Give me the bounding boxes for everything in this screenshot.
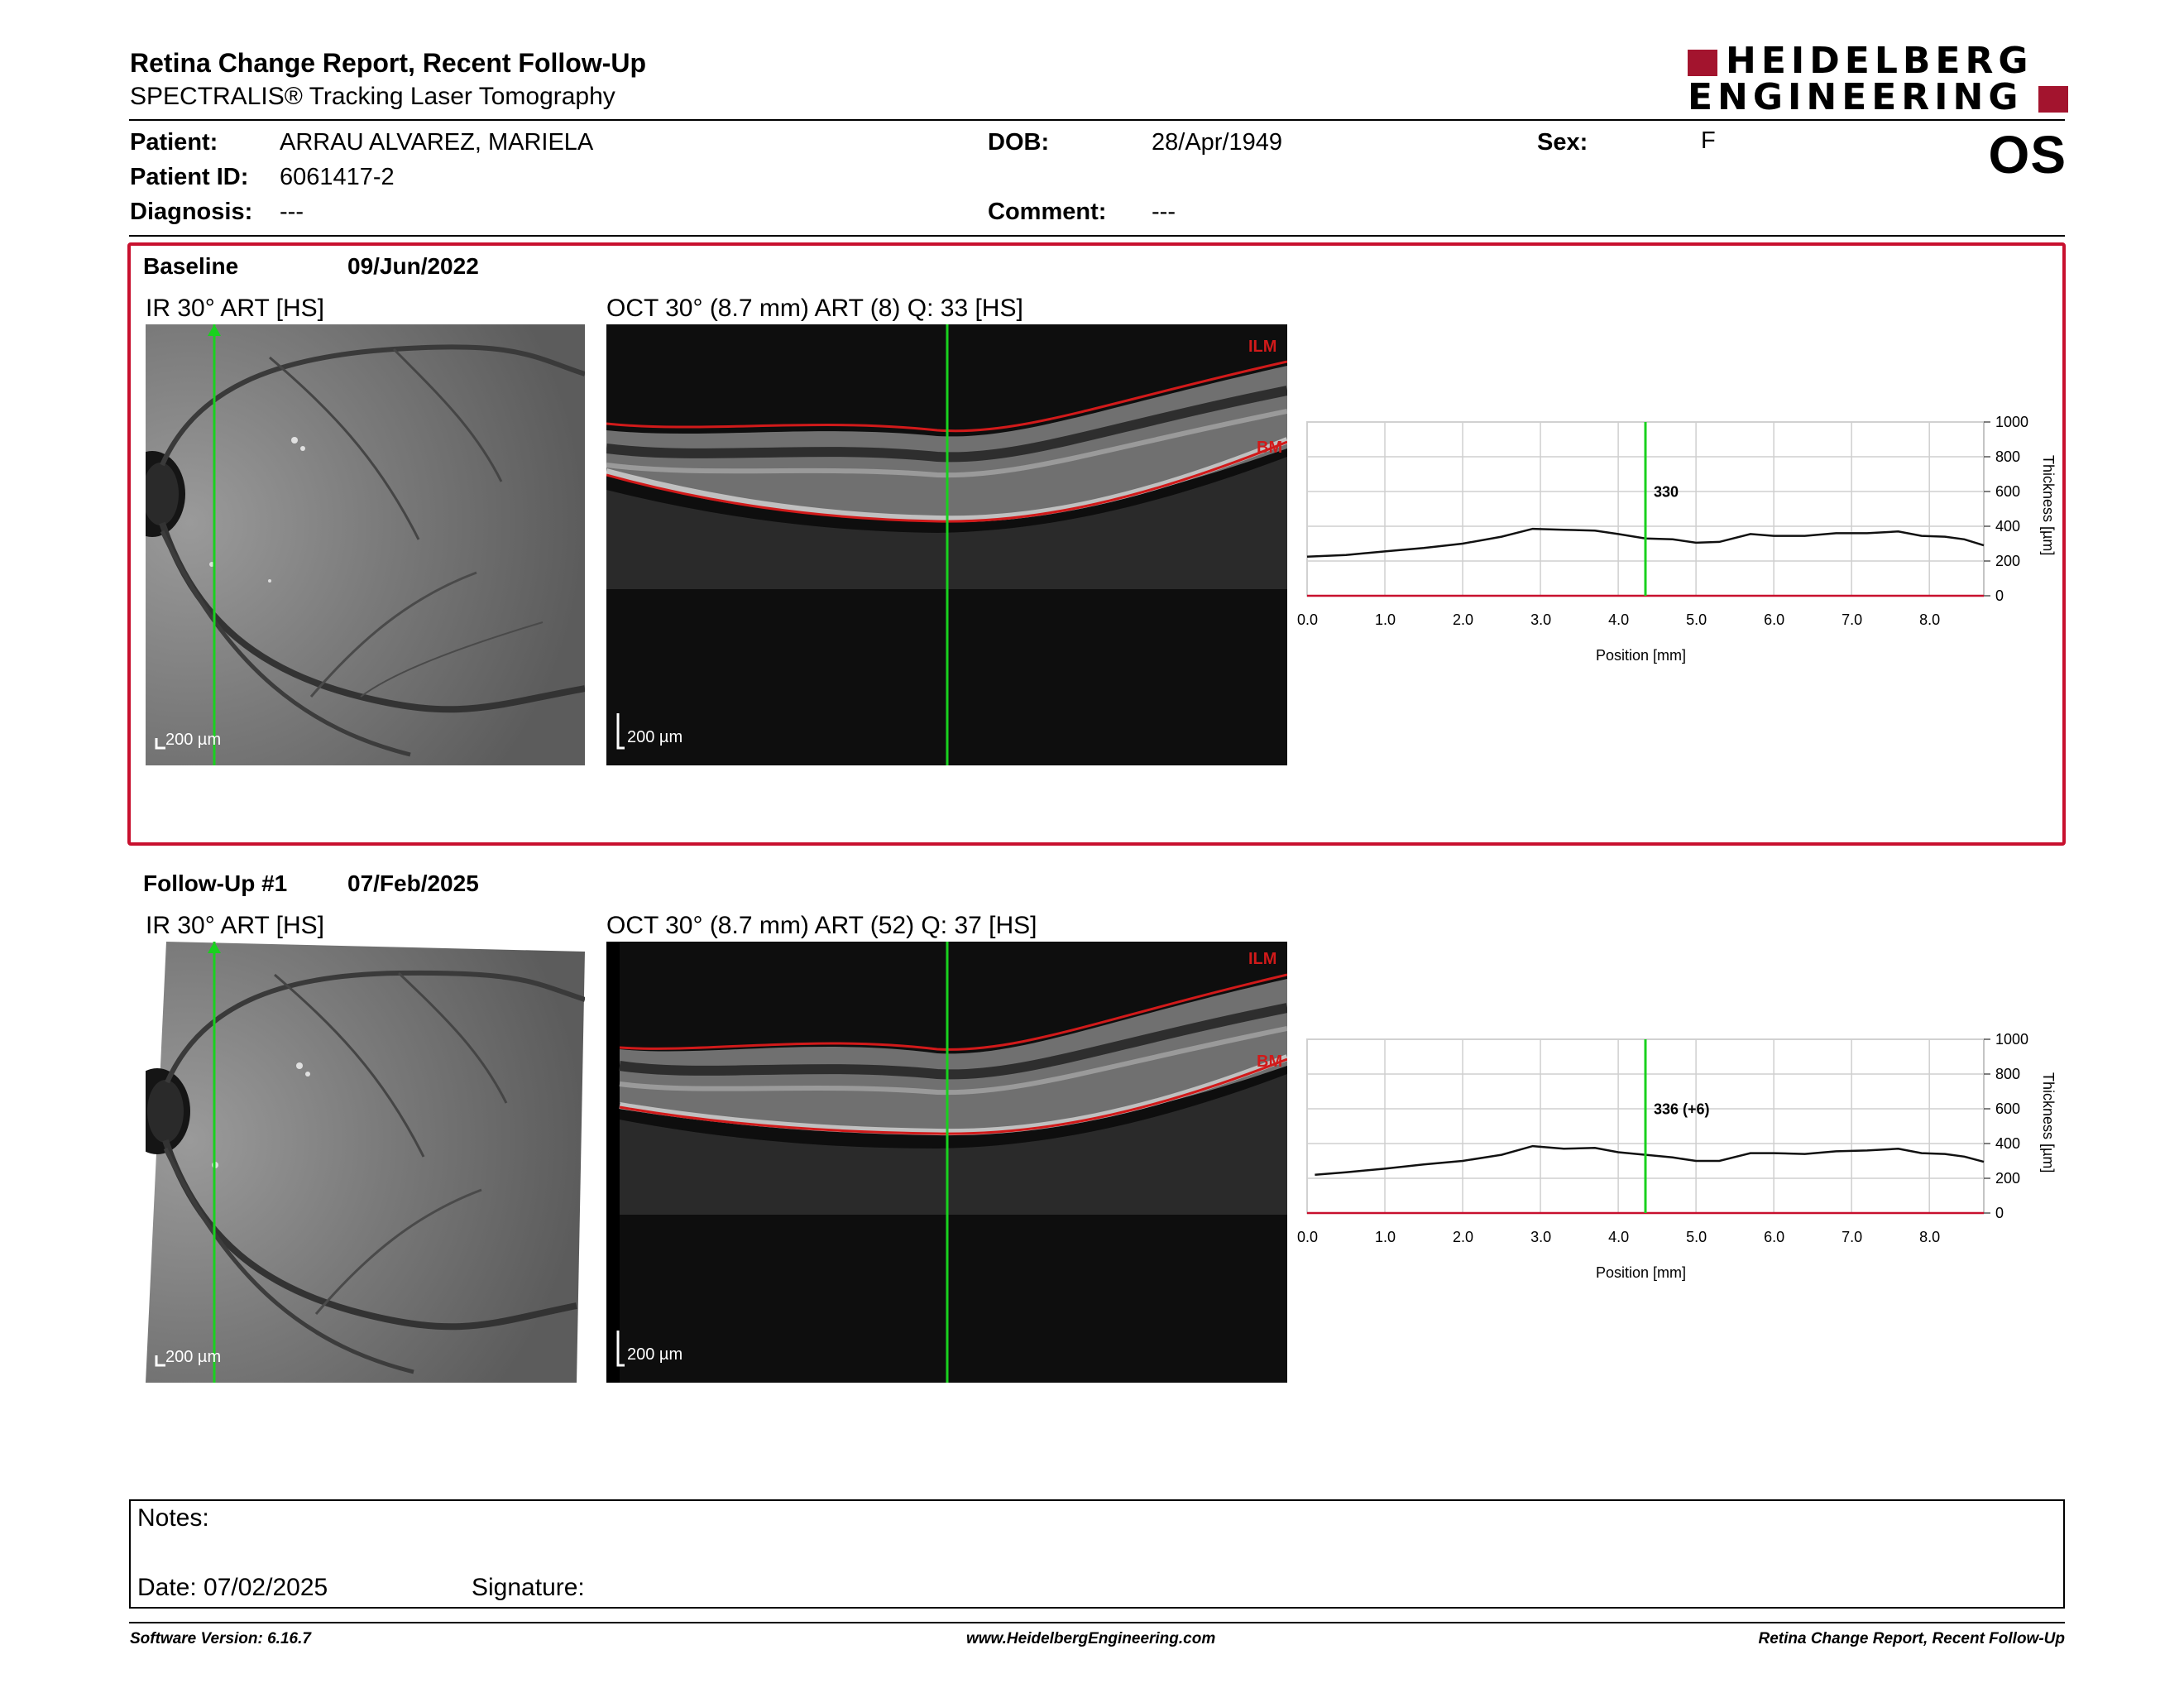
- followup-ir-caption: IR 30° ART [HS]: [146, 912, 324, 939]
- followup-thickness-chart: 0 200 400 600 800 1000 0.0 1.0 2.0 3.0 4.0 5.0 6.0 7.…: [1297, 1031, 2057, 1281]
- baseline-oct-scale: 200 µm: [627, 728, 683, 746]
- x-tick-label: 5.0: [1686, 1229, 1707, 1245]
- y-tick-label: 200: [1995, 1170, 2020, 1187]
- notes-label: Notes:: [137, 1504, 209, 1532]
- sex-label: Sex:: [1537, 129, 1588, 156]
- patient-id: 6061417-2: [280, 164, 395, 190]
- thickness-series-line: [1306, 527, 1985, 559]
- baseline-bm-label: BM: [1257, 439, 1283, 457]
- eye-indicator: OS: [1988, 125, 2067, 185]
- x-tick-label: 3.0: [1530, 611, 1551, 628]
- baseline-oct-svg: [606, 324, 1287, 765]
- followup-oct-svg: [606, 942, 1287, 1383]
- comment-label: Comment:: [988, 199, 1107, 225]
- y-tick-label: 400: [1995, 518, 2020, 535]
- followup-label: Follow-Up #1: [143, 870, 288, 896]
- followup-ir-scale: 200 µm: [165, 1348, 222, 1366]
- footer-website-link[interactable]: www.HeidelbergEngineering.com: [966, 1630, 1216, 1647]
- x-tick-label: 8.0: [1919, 611, 1940, 628]
- x-tick-label: 6.0: [1764, 611, 1784, 628]
- dob-value: 28/Apr/1949: [1152, 129, 1283, 156]
- baseline-highlight-frame: [127, 242, 2066, 846]
- x-tick-label: 0.0: [1297, 1229, 1318, 1245]
- x-tick-label: 1.0: [1375, 1229, 1396, 1245]
- followup-oct-scale: 200 µm: [627, 1345, 683, 1364]
- followup-bm-label: BM: [1257, 1053, 1283, 1071]
- baseline-thickness-chart: 0 200 400 600 800 1000 0.0 1.0 2.0 3.0 4.0 5.0 6.0 7.…: [1297, 414, 2057, 664]
- baseline-ir-caption: IR 30° ART [HS]: [146, 295, 324, 322]
- comment-value: ---: [1152, 199, 1176, 225]
- x-tick-label: 7.0: [1842, 611, 1862, 628]
- patient-id-label: Patient ID:: [130, 164, 249, 190]
- diagnosis-label: Diagnosis:: [130, 199, 253, 225]
- notes-box[interactable]: Notes: Date: 07/02/2025 Signature:: [129, 1499, 2065, 1609]
- logo-line-1: HEIDELBERG: [1726, 40, 2033, 82]
- x-tick-label: 7.0: [1842, 1229, 1862, 1245]
- y-tick-label: 0: [1995, 1205, 2004, 1221]
- y-tick-label: 800: [1995, 448, 2020, 465]
- x-tick-label: 4.0: [1608, 611, 1629, 628]
- followup-oct-image[interactable]: ILM BM 200 µm: [606, 942, 1287, 1383]
- footer-rule: [129, 1622, 2065, 1623]
- x-tick-label: 0.0: [1297, 611, 1318, 628]
- footer-software-version: Software Version: 6.16.7: [130, 1630, 311, 1647]
- baseline-ir-image[interactable]: 200 µm: [146, 324, 585, 765]
- patient-label: Patient:: [130, 129, 218, 156]
- followup-ilm-label: ILM: [1248, 950, 1277, 968]
- dob-label: DOB:: [988, 129, 1050, 156]
- signature-label: Signature:: [472, 1574, 585, 1601]
- baseline-date: 09/Jun/2022: [347, 253, 479, 279]
- followup-fundus-svg: [146, 942, 585, 1383]
- report-title: Retina Change Report, Recent Follow-Up: [130, 48, 647, 78]
- x-tick-label: 2.0: [1453, 611, 1473, 628]
- thickness-series-line: [1315, 1144, 1985, 1177]
- y-tick-label: 0: [1995, 587, 2004, 604]
- y-axis-label: Thickness [µm]: [2040, 455, 2057, 555]
- x-tick-label: 8.0: [1919, 1229, 1940, 1245]
- y-tick-label: 600: [1995, 483, 2020, 500]
- x-tick-label: 6.0: [1764, 1229, 1784, 1245]
- y-tick-label: 400: [1995, 1135, 2020, 1152]
- patient-name: ARRAU ALVAREZ, MARIELA: [280, 129, 594, 156]
- followup-ir-image[interactable]: 200 µm: [146, 942, 585, 1383]
- y-tick-label: 1000: [1995, 1031, 2028, 1048]
- logo-square-top: [1688, 50, 1717, 76]
- marker-value-label: 330: [1654, 483, 1679, 500]
- baseline-oct-image[interactable]: ILM BM 200 µm: [606, 324, 1287, 765]
- marker-value-label: 336 (+6): [1654, 1101, 1710, 1117]
- sex-value: F: [1701, 127, 1716, 154]
- baseline-ir-scale: 200 µm: [165, 731, 222, 749]
- diagnosis-value: ---: [280, 199, 304, 225]
- x-tick-label: 1.0: [1375, 611, 1396, 628]
- followup-date: 07/Feb/2025: [347, 870, 479, 896]
- baseline-oct-caption: OCT 30° (8.7 mm) ART (8) Q: 33 [HS]: [606, 295, 1023, 322]
- baseline-fundus-svg: [146, 324, 585, 765]
- x-axis-label: Position [mm]: [1596, 1264, 1686, 1281]
- logo-square-bottom: [2038, 86, 2068, 113]
- y-axis-label: Thickness [µm]: [2040, 1072, 2057, 1172]
- logo-line-2: ENGINEERING: [1688, 76, 2024, 118]
- x-tick-label: 5.0: [1686, 611, 1707, 628]
- followup-oct-caption: OCT 30° (8.7 mm) ART (52) Q: 37 [HS]: [606, 912, 1037, 939]
- x-tick-label: 4.0: [1608, 1229, 1629, 1245]
- x-tick-label: 3.0: [1530, 1229, 1551, 1245]
- footer-report-name: Retina Change Report, Recent Follow-Up: [1758, 1630, 2065, 1647]
- y-tick-label: 1000: [1995, 414, 2028, 430]
- y-tick-label: 800: [1995, 1066, 2020, 1082]
- x-axis-label: Position [mm]: [1596, 647, 1686, 664]
- heidelberg-logo: HEIDELBERG ENGINEERING: [1688, 41, 2068, 118]
- baseline-ilm-label: ILM: [1248, 338, 1277, 356]
- patient-rule: [129, 235, 2065, 237]
- report-subtitle: SPECTRALIS® Tracking Laser Tomography: [130, 83, 615, 110]
- header-rule: [129, 119, 2065, 121]
- baseline-label: Baseline: [143, 253, 239, 279]
- x-tick-label: 2.0: [1453, 1229, 1473, 1245]
- notes-date: Date: 07/02/2025: [137, 1574, 328, 1601]
- y-tick-label: 600: [1995, 1101, 2020, 1117]
- y-tick-label: 200: [1995, 553, 2020, 569]
